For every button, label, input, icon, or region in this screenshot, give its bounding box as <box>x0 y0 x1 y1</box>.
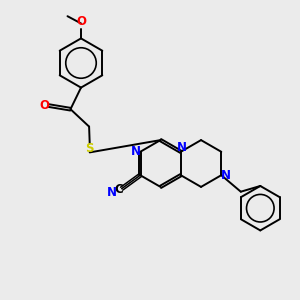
Text: N: N <box>131 145 141 158</box>
Text: S: S <box>85 142 94 155</box>
Text: O: O <box>76 15 86 28</box>
Text: N: N <box>221 169 231 182</box>
Text: O: O <box>40 99 50 112</box>
Text: N: N <box>177 141 187 154</box>
Text: C: C <box>114 183 123 196</box>
Text: N: N <box>107 186 117 199</box>
